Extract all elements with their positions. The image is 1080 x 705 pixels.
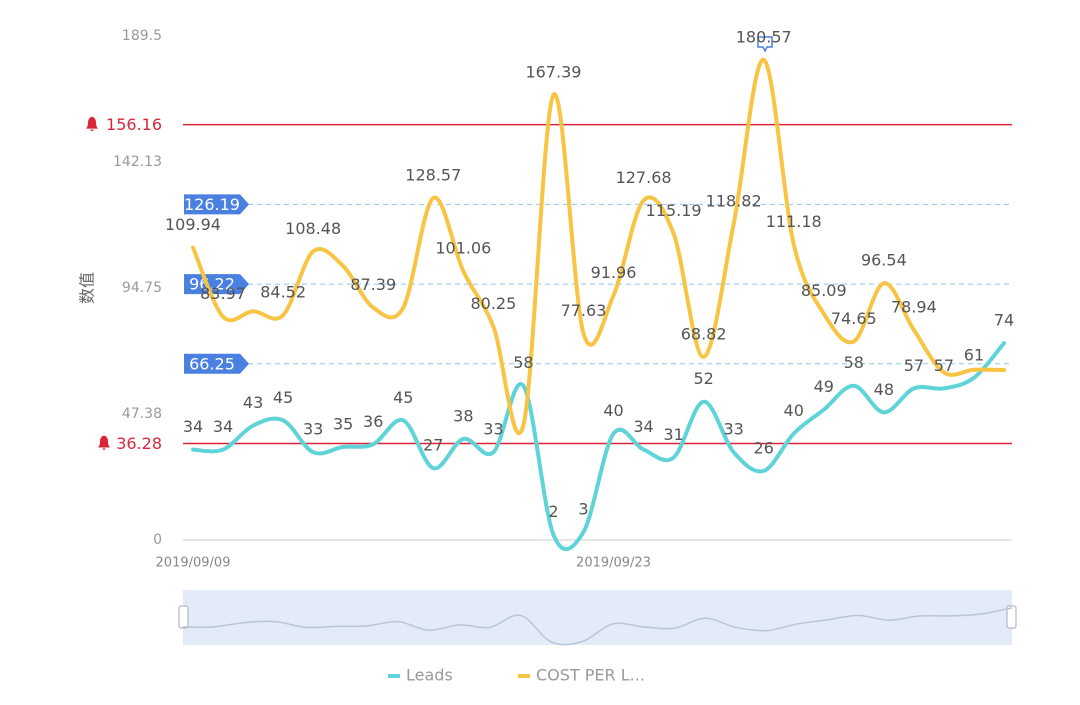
reference-tag xyxy=(184,353,249,374)
data-label: 27 xyxy=(423,436,443,455)
data-label: 61 xyxy=(964,345,984,364)
data-label: 31 xyxy=(663,425,683,444)
data-label: 3 xyxy=(578,500,588,519)
y-tick-label: 189.5 xyxy=(122,28,162,44)
data-label: 74.65 xyxy=(831,309,877,328)
data-label: 33 xyxy=(303,420,323,439)
data-label: 33 xyxy=(483,420,503,439)
data-label: 58 xyxy=(844,353,864,372)
data-label: 78.94 xyxy=(891,298,937,317)
zoom-handle[interactable] xyxy=(178,605,189,629)
zoom-handle[interactable] xyxy=(1006,605,1017,629)
data-label: 127.68 xyxy=(616,168,672,187)
data-label: 84.52 xyxy=(260,283,306,302)
reference-label: 126.19 xyxy=(184,195,240,214)
legend-label: COST PER L... xyxy=(536,666,645,685)
series-line xyxy=(191,57,1006,436)
data-label: 115.19 xyxy=(646,201,702,220)
bell-icon xyxy=(86,116,98,132)
data-label: 101.06 xyxy=(435,239,491,258)
x-tick-label: 2019/09/23 xyxy=(576,556,651,571)
data-label: 57 xyxy=(904,356,924,375)
data-label: 36 xyxy=(363,412,383,431)
y-tick-label: 47.38 xyxy=(122,406,162,422)
data-label: 85.09 xyxy=(801,281,847,300)
data-label: 128.57 xyxy=(405,166,461,185)
data-label: 91.96 xyxy=(591,263,637,282)
data-label: 74 xyxy=(994,311,1014,330)
data-label: 111.18 xyxy=(766,212,822,231)
data-label: 52 xyxy=(693,369,713,388)
x-tick-label: 2019/09/09 xyxy=(156,556,231,571)
data-label: 118.82 xyxy=(706,191,762,210)
data-label: 38 xyxy=(453,406,473,425)
data-label: 167.39 xyxy=(525,62,581,81)
data-label: 34 xyxy=(213,417,233,436)
reference-label: 96.22 xyxy=(189,275,235,294)
data-label: 108.48 xyxy=(285,219,341,238)
data-label: 34 xyxy=(633,417,653,436)
data-label: 180.57 xyxy=(736,27,792,46)
y-axis-label: 数值 xyxy=(78,272,97,304)
overview-line xyxy=(182,607,1013,646)
data-label: 80.25 xyxy=(470,294,516,313)
alert-label: 36.28 xyxy=(116,434,162,453)
data-label: 68.82 xyxy=(681,324,727,343)
data-label: 45 xyxy=(393,388,413,407)
series-line xyxy=(191,341,1006,551)
data-label: 77.63 xyxy=(561,301,607,320)
legend-label: Leads xyxy=(406,666,453,685)
y-tick-label: 94.75 xyxy=(122,280,162,296)
data-label: 48 xyxy=(874,380,894,399)
y-tick-label: 0 xyxy=(153,532,162,548)
reference-label: 66.25 xyxy=(189,354,235,373)
data-label: 57 xyxy=(934,356,954,375)
data-label: 33 xyxy=(723,420,743,439)
data-label: 45 xyxy=(273,388,293,407)
data-label: 83.97 xyxy=(200,284,246,303)
data-label: 2 xyxy=(548,502,558,521)
data-label: 34 xyxy=(183,417,203,436)
data-label: 35 xyxy=(333,414,353,433)
data-label: 49 xyxy=(814,377,834,396)
data-label: 96.54 xyxy=(861,251,907,270)
reference-tag xyxy=(184,274,249,295)
data-label: 109.94 xyxy=(165,215,221,234)
data-label: 26 xyxy=(754,438,774,457)
data-label: 43 xyxy=(243,393,263,412)
data-label: 40 xyxy=(603,401,623,420)
alert-label: 156.16 xyxy=(106,115,162,134)
y-tick-label: 142.13 xyxy=(113,154,162,170)
zoom-slider[interactable] xyxy=(183,590,1012,645)
reference-tag xyxy=(184,194,249,215)
bell-icon xyxy=(98,435,110,451)
data-label: 58 xyxy=(513,353,533,372)
max-pin xyxy=(757,36,773,53)
data-label: 40 xyxy=(784,401,804,420)
data-label: 87.39 xyxy=(350,275,396,294)
